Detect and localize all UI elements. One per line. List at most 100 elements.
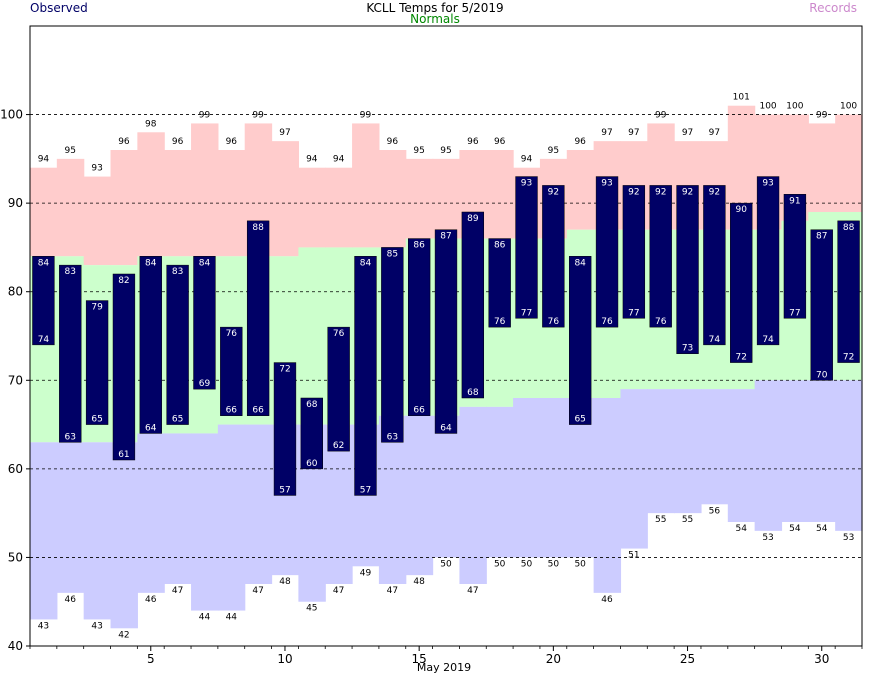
- observed-bar: [783, 194, 807, 319]
- record-high-band: [271, 141, 299, 257]
- record-low-label: 49: [360, 568, 372, 578]
- observed-low-label: 76: [494, 317, 506, 327]
- observed-low-label: 62: [333, 441, 344, 451]
- observed-bar: [327, 326, 350, 452]
- observed-low-label: 65: [574, 415, 585, 425]
- observed-high-label: 84: [574, 258, 586, 268]
- observed-bar: [32, 256, 55, 346]
- record-high-label: 98: [145, 119, 157, 129]
- observed-bar: [703, 185, 726, 346]
- observed-low-label: 70: [816, 370, 828, 380]
- records-legend-label: Records: [809, 1, 857, 15]
- y-tick-label: 70: [8, 373, 23, 387]
- observed-bar: [85, 300, 109, 425]
- record-high-label: 99: [655, 110, 667, 120]
- record-high-label: 99: [360, 110, 372, 120]
- observed-high-label: 93: [762, 179, 773, 189]
- observed-bar: [139, 256, 162, 434]
- record-low-label: 46: [145, 595, 157, 605]
- record-high-label: 97: [682, 128, 693, 138]
- record-high-band: [808, 123, 836, 212]
- record-low-band: [378, 415, 407, 584]
- record-high-label: 94: [306, 155, 318, 165]
- record-high-label: 97: [628, 128, 639, 138]
- x-tick-label: 15: [412, 652, 427, 666]
- observed-high-label: 68: [306, 400, 318, 410]
- observed-high-label: 82: [118, 276, 129, 286]
- y-tick-label: 100: [0, 108, 23, 122]
- observed-high-label: 72: [279, 365, 290, 375]
- observed-high-label: 88: [843, 223, 855, 233]
- record-low-label: 50: [521, 559, 533, 569]
- record-low-band: [486, 406, 514, 558]
- normal-band: [298, 247, 326, 425]
- record-high-label: 100: [840, 102, 857, 112]
- record-low-band: [835, 380, 863, 531]
- y-tick-label: 40: [8, 639, 23, 653]
- observed-bar: [569, 256, 592, 425]
- observed-bar: [649, 185, 672, 328]
- y-tick-label: 90: [8, 196, 23, 210]
- record-low-label: 44: [226, 613, 238, 623]
- observed-bar: [166, 264, 189, 425]
- observed-low-label: 74: [38, 335, 50, 345]
- observed-high-label: 76: [226, 329, 238, 339]
- observed-low-label: 77: [789, 308, 800, 318]
- observed-low-label: 63: [65, 432, 76, 442]
- record-high-band: [137, 132, 165, 257]
- observed-high-label: 84: [360, 258, 372, 268]
- observed-low-label: 61: [118, 450, 129, 460]
- observed-bar: [434, 229, 458, 434]
- x-tick-label: 20: [546, 652, 561, 666]
- y-tick-label: 60: [8, 462, 23, 476]
- observed-bar: [542, 185, 565, 328]
- record-high-band: [325, 167, 353, 248]
- observed-bar: [676, 185, 699, 354]
- observed-high-label: 92: [682, 187, 693, 197]
- record-low-label: 56: [709, 506, 721, 516]
- record-low-label: 50: [574, 559, 586, 569]
- observed-high-label: 84: [145, 258, 157, 268]
- x-tick-label: 5: [147, 652, 155, 666]
- record-low-label: 47: [333, 586, 344, 596]
- record-low-band: [459, 406, 487, 584]
- record-low-band: [808, 380, 836, 522]
- record-low-label: 54: [735, 524, 747, 534]
- observed-low-label: 57: [279, 485, 290, 495]
- record-high-label: 100: [786, 102, 803, 112]
- plot-frame: [29, 25, 863, 647]
- record-low-label: 46: [601, 595, 613, 605]
- observed-bar: [756, 176, 780, 346]
- record-high-label: 97: [279, 128, 290, 138]
- observed-low-label: 65: [172, 415, 183, 425]
- record-high-label: 96: [494, 137, 506, 147]
- record-low-band: [30, 442, 58, 620]
- observed-low-label: 64: [145, 423, 157, 433]
- record-high-label: 95: [440, 146, 451, 156]
- observed-low-label: 57: [360, 485, 371, 495]
- observed-high-label: 93: [601, 179, 612, 189]
- observed-bar: [488, 238, 511, 328]
- record-low-band: [432, 415, 461, 558]
- record-low-label: 55: [655, 515, 666, 525]
- record-high-label: 96: [226, 137, 238, 147]
- normals-legend-label: Normals: [410, 12, 460, 26]
- record-low-label: 54: [789, 524, 801, 534]
- observed-bar: [595, 176, 619, 328]
- x-axis-title: May 2019: [417, 661, 471, 674]
- observed-high-label: 83: [172, 267, 183, 277]
- observed-low-label: 69: [199, 379, 211, 389]
- observed-low-label: 63: [387, 432, 398, 442]
- observed-low-label: 77: [521, 308, 532, 318]
- observed-bar: [354, 256, 377, 496]
- record-low-band: [727, 389, 756, 522]
- record-high-label: 95: [413, 146, 424, 156]
- observed-low-label: 76: [548, 317, 560, 327]
- record-high-band: [30, 167, 58, 257]
- observed-high-label: 92: [709, 187, 720, 197]
- observed-low-label: 72: [735, 353, 746, 363]
- observed-bar: [622, 185, 646, 319]
- record-low-band: [244, 424, 273, 584]
- record-high-label: 94: [521, 155, 533, 165]
